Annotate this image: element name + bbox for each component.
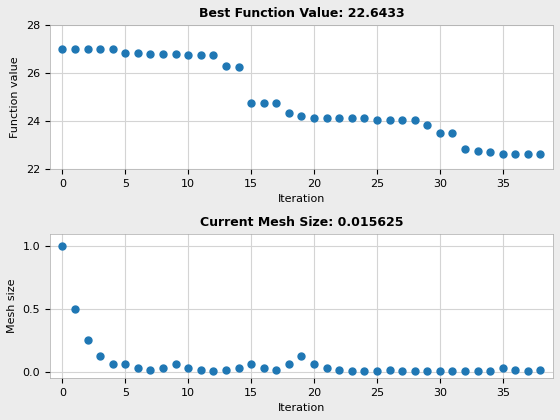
Point xyxy=(158,364,167,371)
Point xyxy=(246,100,255,107)
Point xyxy=(171,51,180,58)
Point xyxy=(272,366,281,373)
X-axis label: Iteration: Iteration xyxy=(278,194,325,205)
Point xyxy=(297,352,306,359)
Point xyxy=(435,130,444,136)
Title: Best Function Value: 22.6433: Best Function Value: 22.6433 xyxy=(199,7,404,20)
X-axis label: Iteration: Iteration xyxy=(278,403,325,413)
Point xyxy=(410,368,419,374)
Point xyxy=(398,367,407,374)
Point xyxy=(360,368,369,374)
Point xyxy=(121,360,130,367)
Point xyxy=(536,366,545,373)
Point xyxy=(96,352,105,359)
Point xyxy=(372,367,381,374)
Point xyxy=(246,360,255,367)
Point xyxy=(259,100,268,107)
Point xyxy=(121,50,130,56)
Point xyxy=(511,366,520,373)
Point xyxy=(473,368,482,375)
Point xyxy=(83,337,92,344)
Point xyxy=(524,150,533,157)
Title: Current Mesh Size: 0.015625: Current Mesh Size: 0.015625 xyxy=(200,215,403,228)
Point xyxy=(197,366,206,373)
Point xyxy=(486,149,494,156)
Point xyxy=(347,114,356,121)
Point xyxy=(511,150,520,157)
Point xyxy=(71,46,80,52)
Point xyxy=(410,117,419,123)
Point xyxy=(222,63,231,69)
Point xyxy=(222,366,231,373)
Point xyxy=(524,367,533,374)
Point xyxy=(460,368,469,374)
Point xyxy=(360,114,369,121)
Point xyxy=(209,367,218,374)
Point xyxy=(310,360,319,367)
Point xyxy=(58,46,67,52)
Point xyxy=(385,366,394,373)
Y-axis label: Mesh size: Mesh size xyxy=(7,278,17,333)
Point xyxy=(498,364,507,371)
Point xyxy=(71,306,80,312)
Point xyxy=(448,130,457,136)
Point xyxy=(498,150,507,157)
Point xyxy=(184,364,193,371)
Point xyxy=(372,117,381,123)
Point xyxy=(259,364,268,371)
Point xyxy=(171,360,180,367)
Point xyxy=(133,364,142,371)
Point xyxy=(234,64,243,71)
Point xyxy=(335,366,344,373)
Point xyxy=(234,364,243,371)
Point xyxy=(460,145,469,152)
Point xyxy=(108,360,117,367)
Point xyxy=(322,364,331,371)
Point xyxy=(83,46,92,52)
Point xyxy=(448,367,457,374)
Point xyxy=(108,46,117,52)
Point xyxy=(197,52,206,59)
Point xyxy=(272,100,281,107)
Point xyxy=(435,368,444,374)
Point xyxy=(398,117,407,123)
Point xyxy=(385,117,394,123)
Point xyxy=(310,114,319,121)
Point xyxy=(146,366,155,373)
Point xyxy=(158,51,167,58)
Point xyxy=(423,121,432,128)
Point xyxy=(423,368,432,375)
Point xyxy=(486,367,494,374)
Y-axis label: Function value: Function value xyxy=(10,56,20,138)
Point xyxy=(284,360,293,367)
Point xyxy=(322,114,331,121)
Point xyxy=(146,51,155,58)
Point xyxy=(347,367,356,374)
Point xyxy=(335,114,344,121)
Point xyxy=(284,110,293,116)
Point xyxy=(96,46,105,52)
Point xyxy=(297,113,306,120)
Point xyxy=(58,243,67,250)
Point xyxy=(184,52,193,59)
Point xyxy=(536,150,545,157)
Point xyxy=(473,148,482,155)
Point xyxy=(133,50,142,56)
Point xyxy=(209,52,218,59)
